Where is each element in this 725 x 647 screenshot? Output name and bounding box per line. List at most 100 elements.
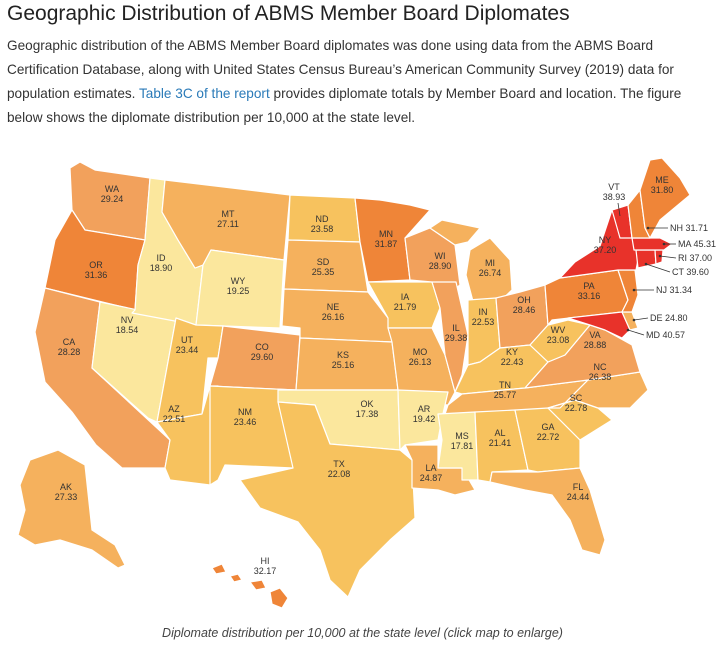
state-ma[interactable]	[631, 237, 673, 251]
report-table-link[interactable]: Table 3C of the report	[139, 86, 270, 101]
label-sc: SC	[570, 393, 583, 403]
label-ks: KS	[337, 350, 349, 360]
label-ga: GA	[541, 422, 554, 432]
value-nc: 26.38	[589, 372, 612, 382]
page-title: Geographic Distribution of ABMS Member B…	[7, 2, 570, 25]
label-ak: AK	[60, 482, 72, 492]
label-me: ME	[655, 175, 669, 185]
label-ut: UT	[181, 335, 193, 345]
ri-leader	[659, 255, 677, 259]
state-hi[interactable]	[211, 563, 289, 609]
value-az: 22.51	[163, 414, 186, 424]
callout-md: MD 40.57	[646, 330, 685, 340]
value-tn: 25.77	[494, 390, 517, 400]
label-ca: CA	[63, 337, 76, 347]
state-wy[interactable]	[195, 249, 285, 329]
md-leader	[627, 329, 645, 336]
state-me[interactable]	[639, 157, 691, 239]
callout-ri: RI 37.00	[678, 253, 712, 263]
label-mo: MO	[413, 347, 428, 357]
ma-dot	[662, 242, 666, 246]
value-in: 22.53	[472, 317, 495, 327]
label-az: AZ	[168, 404, 180, 414]
map-svg[interactable]: WA 29.24 OR 31.36 CA 28.28 NV 18.54 ID 1…	[0, 150, 725, 630]
value-ky: 22.43	[501, 357, 524, 367]
callout-ct: CT 39.60	[672, 267, 709, 277]
label-sd: SD	[317, 257, 330, 267]
value-va: 28.88	[584, 340, 607, 350]
value-co: 29.60	[251, 352, 274, 362]
map-caption: Diplomate distribution per 10,000 at the…	[162, 626, 563, 640]
nj-dot	[632, 288, 636, 292]
value-wa: 29.24	[101, 194, 124, 204]
label-nm: NM	[238, 407, 252, 417]
intro-paragraph: Geographic distribution of the ABMS Memb…	[7, 34, 719, 130]
value-ia: 21.79	[394, 302, 417, 312]
value-pa: 33.16	[578, 291, 601, 301]
state-fl[interactable]	[489, 467, 606, 556]
value-ak: 27.33	[55, 492, 78, 502]
label-ia: IA	[401, 292, 410, 302]
intro-text-end: provides diplomate totals by Member Boar…	[7, 86, 682, 125]
state-ar[interactable]	[397, 389, 449, 451]
label-vt: VT	[608, 182, 620, 192]
label-nv: NV	[121, 315, 134, 325]
label-in: IN	[479, 307, 488, 317]
value-wi: 28.90	[429, 261, 452, 271]
label-or: OR	[89, 260, 103, 270]
label-wy: WY	[231, 276, 246, 286]
value-fl: 24.44	[567, 492, 590, 502]
state-la[interactable]	[404, 444, 476, 496]
value-mi: 26.74	[479, 268, 502, 278]
value-al: 21.41	[489, 438, 512, 448]
state-ak[interactable]	[17, 449, 126, 569]
label-mt: MT	[222, 209, 235, 219]
us-choropleth-map[interactable]: WA 29.24 OR 31.36 CA 28.28 NV 18.54 ID 1…	[0, 150, 725, 630]
state-ri[interactable]	[654, 249, 664, 265]
value-oh: 28.46	[513, 305, 536, 315]
value-ne: 26.16	[322, 312, 345, 322]
label-ky: KY	[506, 347, 518, 357]
ri-dot	[658, 254, 662, 258]
value-ca: 28.28	[58, 347, 81, 357]
label-wv: WV	[551, 325, 566, 335]
md-dot	[626, 328, 630, 332]
callout-nh: NH 31.71	[670, 223, 708, 233]
value-wy: 19.25	[227, 286, 250, 296]
state-mi[interactable]	[429, 219, 513, 306]
value-ms: 17.81	[451, 441, 474, 451]
label-tn: TN	[499, 380, 511, 390]
label-va: VA	[589, 330, 600, 340]
de-leader	[633, 317, 649, 321]
value-mn: 31.87	[375, 239, 398, 249]
value-me: 31.80	[651, 185, 674, 195]
state-tx[interactable]	[239, 401, 416, 598]
value-nv: 18.54	[116, 325, 139, 335]
label-mn: MN	[379, 229, 393, 239]
label-ar: AR	[418, 404, 431, 414]
label-la: LA	[425, 463, 436, 473]
value-ok: 17.38	[356, 409, 379, 419]
label-mi: MI	[485, 258, 495, 268]
label-co: CO	[255, 342, 269, 352]
intro-text-start: Geographic distribution of the ABMS Memb…	[7, 38, 674, 101]
label-ms: MS	[455, 431, 469, 441]
value-id: 18.90	[150, 263, 173, 273]
label-ne: NE	[327, 302, 340, 312]
value-nm: 23.46	[234, 417, 257, 427]
label-al: AL	[494, 428, 505, 438]
label-oh: OH	[517, 295, 531, 305]
ct-leader	[645, 263, 671, 273]
label-nc: NC	[594, 362, 607, 372]
value-ut: 23.44	[176, 345, 199, 355]
label-fl: FL	[573, 482, 584, 492]
callout-ma: MA 45.31	[678, 239, 716, 249]
value-or: 31.36	[85, 270, 108, 280]
callout-de: DE 24.80	[650, 313, 688, 323]
label-ok: OK	[360, 399, 373, 409]
value-mt: 27.11	[217, 219, 239, 229]
label-wa: WA	[105, 184, 119, 194]
value-la: 24.87	[420, 473, 443, 483]
label-nd: ND	[316, 214, 329, 224]
value-il: 29.38	[445, 333, 468, 343]
